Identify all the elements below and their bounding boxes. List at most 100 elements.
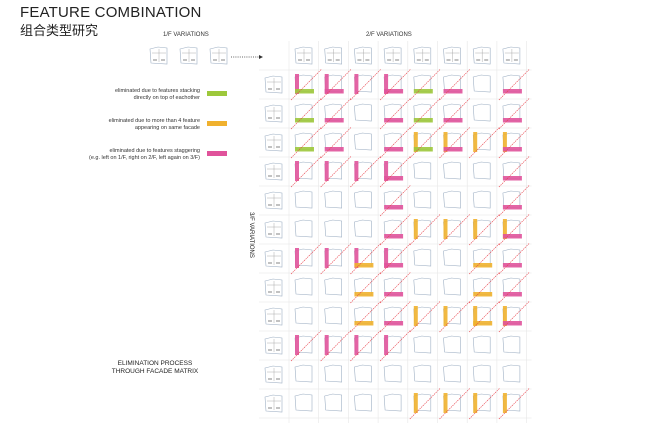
- horizontal-feature-bar-green: [295, 147, 314, 152]
- sketch-outline: [294, 103, 313, 122]
- sketch-outline: [264, 365, 283, 384]
- elimination-cross-line: [290, 68, 322, 101]
- cell-sketch: [472, 74, 491, 93]
- matrix-cell: [354, 103, 372, 122]
- sketch-outline: [383, 132, 402, 151]
- matrix-cell: [498, 300, 530, 333]
- matrix-cell: [354, 393, 372, 412]
- matrix-cell: [324, 219, 342, 238]
- elimination-cross-line: [468, 126, 501, 159]
- horizontal-feature-bar-pink: [502, 234, 522, 239]
- sketch-outline: [264, 307, 283, 326]
- matrix-cell: [324, 190, 342, 209]
- cell-sketch: [324, 219, 342, 238]
- cell-sketch: [324, 103, 342, 122]
- f3-variation-thumbnail: [264, 133, 283, 152]
- cell-sketch: [354, 277, 372, 296]
- vertical-feature-bar-orange: [473, 132, 478, 152]
- matrix-cell: [354, 190, 372, 209]
- legend-line: eliminated due to more than 4 feature: [108, 118, 200, 124]
- sketch-outline: [472, 74, 491, 93]
- vertical-feature-bar-orange: [502, 393, 507, 413]
- matrix-cell: [498, 242, 530, 275]
- matrix-cell: [294, 219, 313, 238]
- matrix-cell: [472, 364, 491, 383]
- f1-variation-thumbnail: [179, 46, 198, 65]
- elimination-cross-line: [320, 97, 352, 130]
- cell-sketch: [443, 248, 461, 267]
- cell-sketch: [413, 364, 432, 383]
- matrix-cell: [468, 126, 501, 159]
- matrix-cell: [354, 364, 372, 383]
- sketch-outline: [354, 190, 372, 209]
- sketch-outline: [413, 364, 432, 383]
- cell-sketch: [413, 190, 432, 209]
- horizontal-feature-bar-pink: [324, 89, 344, 94]
- cell-sketch: [354, 132, 372, 151]
- cell-sketch: [324, 277, 342, 296]
- sketch-outline: [324, 103, 342, 122]
- elimination-cross-line: [290, 242, 322, 275]
- cell-sketch: [383, 219, 402, 238]
- matrix-cell: [324, 393, 342, 412]
- vertical-feature-bar-orange: [443, 219, 448, 239]
- vertical-feature-bar-pink: [295, 248, 299, 268]
- cell-sketch: [443, 335, 461, 354]
- cell-sketch: [354, 190, 372, 209]
- sketch-outline: [502, 46, 521, 65]
- horizontal-feature-bar-green: [413, 118, 433, 123]
- elimination-cross-line: [498, 184, 530, 217]
- cell-sketch: [383, 393, 402, 412]
- sketch-outline: [324, 132, 342, 151]
- matrix-cell: [468, 242, 501, 275]
- matrix-cell: [439, 300, 471, 333]
- matrix-cell: [498, 68, 530, 101]
- sketch-outline: [354, 46, 372, 65]
- elimination-cross-line: [409, 213, 441, 246]
- elimination-cross-line: [350, 68, 382, 101]
- cell-sketch: [502, 364, 521, 383]
- horizontal-feature-bar-pink: [502, 263, 522, 268]
- cell-sketch: [383, 277, 402, 296]
- matrix-cell: [324, 277, 342, 296]
- f2-variation-thumbnail: [502, 46, 521, 65]
- elimination-cross-line: [468, 271, 501, 304]
- matrix-cell: [320, 68, 352, 101]
- horizontal-feature-bar-pink: [384, 321, 404, 326]
- f3-variation-thumbnail: [264, 278, 283, 297]
- matrix-cell: [379, 213, 412, 246]
- vertical-feature-bar-orange: [413, 306, 418, 326]
- elimination-cross-line: [498, 213, 530, 246]
- f2-variations-label: 2/F VARIATIONS: [366, 32, 412, 38]
- elimination-cross-line: [290, 97, 322, 130]
- sketch-outline: [294, 190, 313, 209]
- horizontal-feature-bar-pink: [384, 263, 404, 268]
- matrix-cell: [379, 271, 412, 304]
- sketch-outline: [443, 190, 461, 209]
- legend-line: (e.g. left on 1/F, right on 2/F, left ag…: [89, 155, 200, 161]
- f1-variation-thumbnail: [209, 46, 228, 65]
- cell-sketch: [502, 277, 521, 296]
- sketch-outline: [383, 306, 402, 325]
- elimination-cross-line: [350, 329, 382, 362]
- matrix-cell: [472, 161, 491, 180]
- elimination-cross-line: [379, 271, 412, 304]
- matrix-cell: [294, 277, 313, 296]
- vertical-feature-bar-pink: [354, 335, 359, 355]
- matrix-cell: [413, 161, 432, 180]
- f2-variation-thumbnail: [354, 46, 372, 65]
- matrix-cell: [379, 68, 412, 101]
- cell-sketch: [294, 306, 313, 325]
- matrix-cell: [379, 97, 412, 130]
- matrix-cell: [350, 242, 382, 275]
- elimination-cross-line: [409, 68, 441, 101]
- vertical-feature-bar-pink: [384, 335, 389, 355]
- elimination-cross-line: [290, 155, 322, 188]
- elimination-cross-line: [379, 329, 412, 362]
- elimination-cross-line: [379, 126, 412, 159]
- elimination-cross-line: [439, 300, 471, 333]
- elimination-cross-line: [290, 126, 322, 159]
- matrix-cell: [350, 300, 382, 333]
- legend-line: directly on top of eachother: [133, 95, 200, 101]
- sketch-outline: [324, 364, 342, 383]
